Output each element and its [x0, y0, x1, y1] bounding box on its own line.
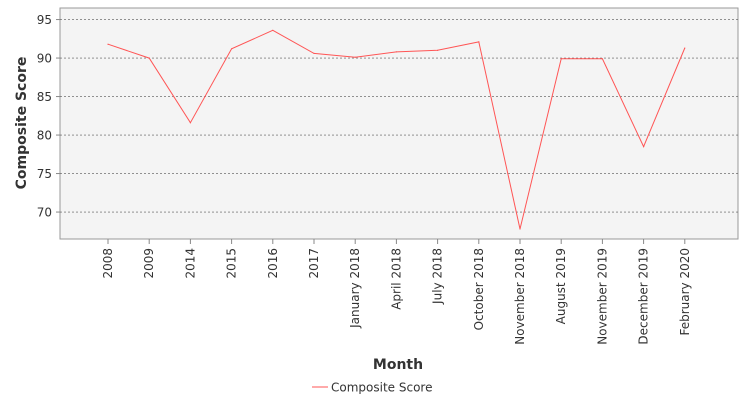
data-point: [519, 228, 521, 230]
y-tick-label: 70: [37, 206, 52, 220]
data-point: [107, 43, 109, 45]
x-tick-label: April 2018: [389, 248, 403, 310]
data-point: [354, 56, 356, 58]
data-point: [148, 57, 150, 59]
data-point: [684, 47, 686, 49]
x-tick-label: 2017: [307, 248, 321, 279]
y-axis-ticks: 70 75 80 85 90 95: [37, 13, 60, 220]
data-point: [478, 41, 480, 43]
x-tick-label: 2016: [266, 248, 280, 279]
x-tick-label: August 2019: [554, 248, 568, 324]
data-point: [231, 48, 233, 50]
x-tick-label: 2015: [225, 248, 239, 279]
legend-label: Composite Score: [331, 381, 432, 395]
x-axis-ticks: 2008 2009 2014 2015 2016 2017 January 2018 Apri…: [101, 239, 692, 345]
data-point: [272, 29, 274, 31]
x-tick-label: July 2018: [431, 248, 445, 305]
series-layer: [107, 29, 686, 230]
data-point: [560, 58, 562, 60]
grid-lines: [60, 19, 738, 213]
x-tick-label: December 2019: [637, 248, 651, 345]
x-tick-label: October 2018: [472, 248, 486, 330]
y-axis-label: Composite Score: [14, 57, 30, 190]
x-tick-label: January 2018: [348, 248, 362, 329]
plot-area: [59, 7, 739, 240]
y-tick-label: 90: [37, 52, 52, 66]
data-point: [601, 58, 604, 60]
x-tick-label: 2014: [183, 248, 197, 279]
x-axis-label: Month: [373, 357, 423, 373]
y-tick-label: 80: [37, 129, 52, 143]
data-point: [313, 52, 315, 55]
data-point: [643, 146, 645, 148]
x-tick-label: November 2019: [595, 248, 609, 345]
x-tick-label: November 2018: [513, 248, 527, 345]
legend: Composite Score: [312, 381, 432, 395]
x-tick-label: 2008: [101, 248, 115, 279]
data-point: [189, 122, 191, 124]
y-tick-label: 75: [37, 167, 52, 181]
y-tick-label: 95: [37, 13, 52, 27]
data-point: [437, 49, 439, 51]
x-tick-label: February 2020: [678, 248, 692, 336]
y-tick-label: 85: [37, 90, 52, 104]
data-point: [395, 51, 397, 53]
x-tick-label: 2009: [142, 248, 156, 279]
